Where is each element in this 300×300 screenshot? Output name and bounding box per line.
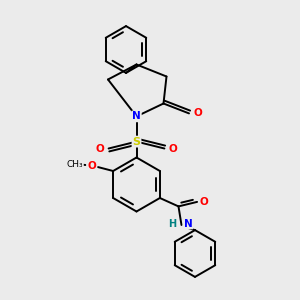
Text: O: O — [199, 197, 208, 207]
Text: S: S — [133, 136, 140, 147]
Text: CH₃: CH₃ — [67, 160, 83, 169]
Text: O: O — [168, 143, 177, 154]
Text: O: O — [87, 160, 96, 171]
Text: H: H — [168, 218, 176, 229]
Text: O: O — [96, 143, 105, 154]
Text: N: N — [184, 218, 193, 229]
Text: N: N — [132, 111, 141, 122]
Text: O: O — [193, 108, 202, 118]
